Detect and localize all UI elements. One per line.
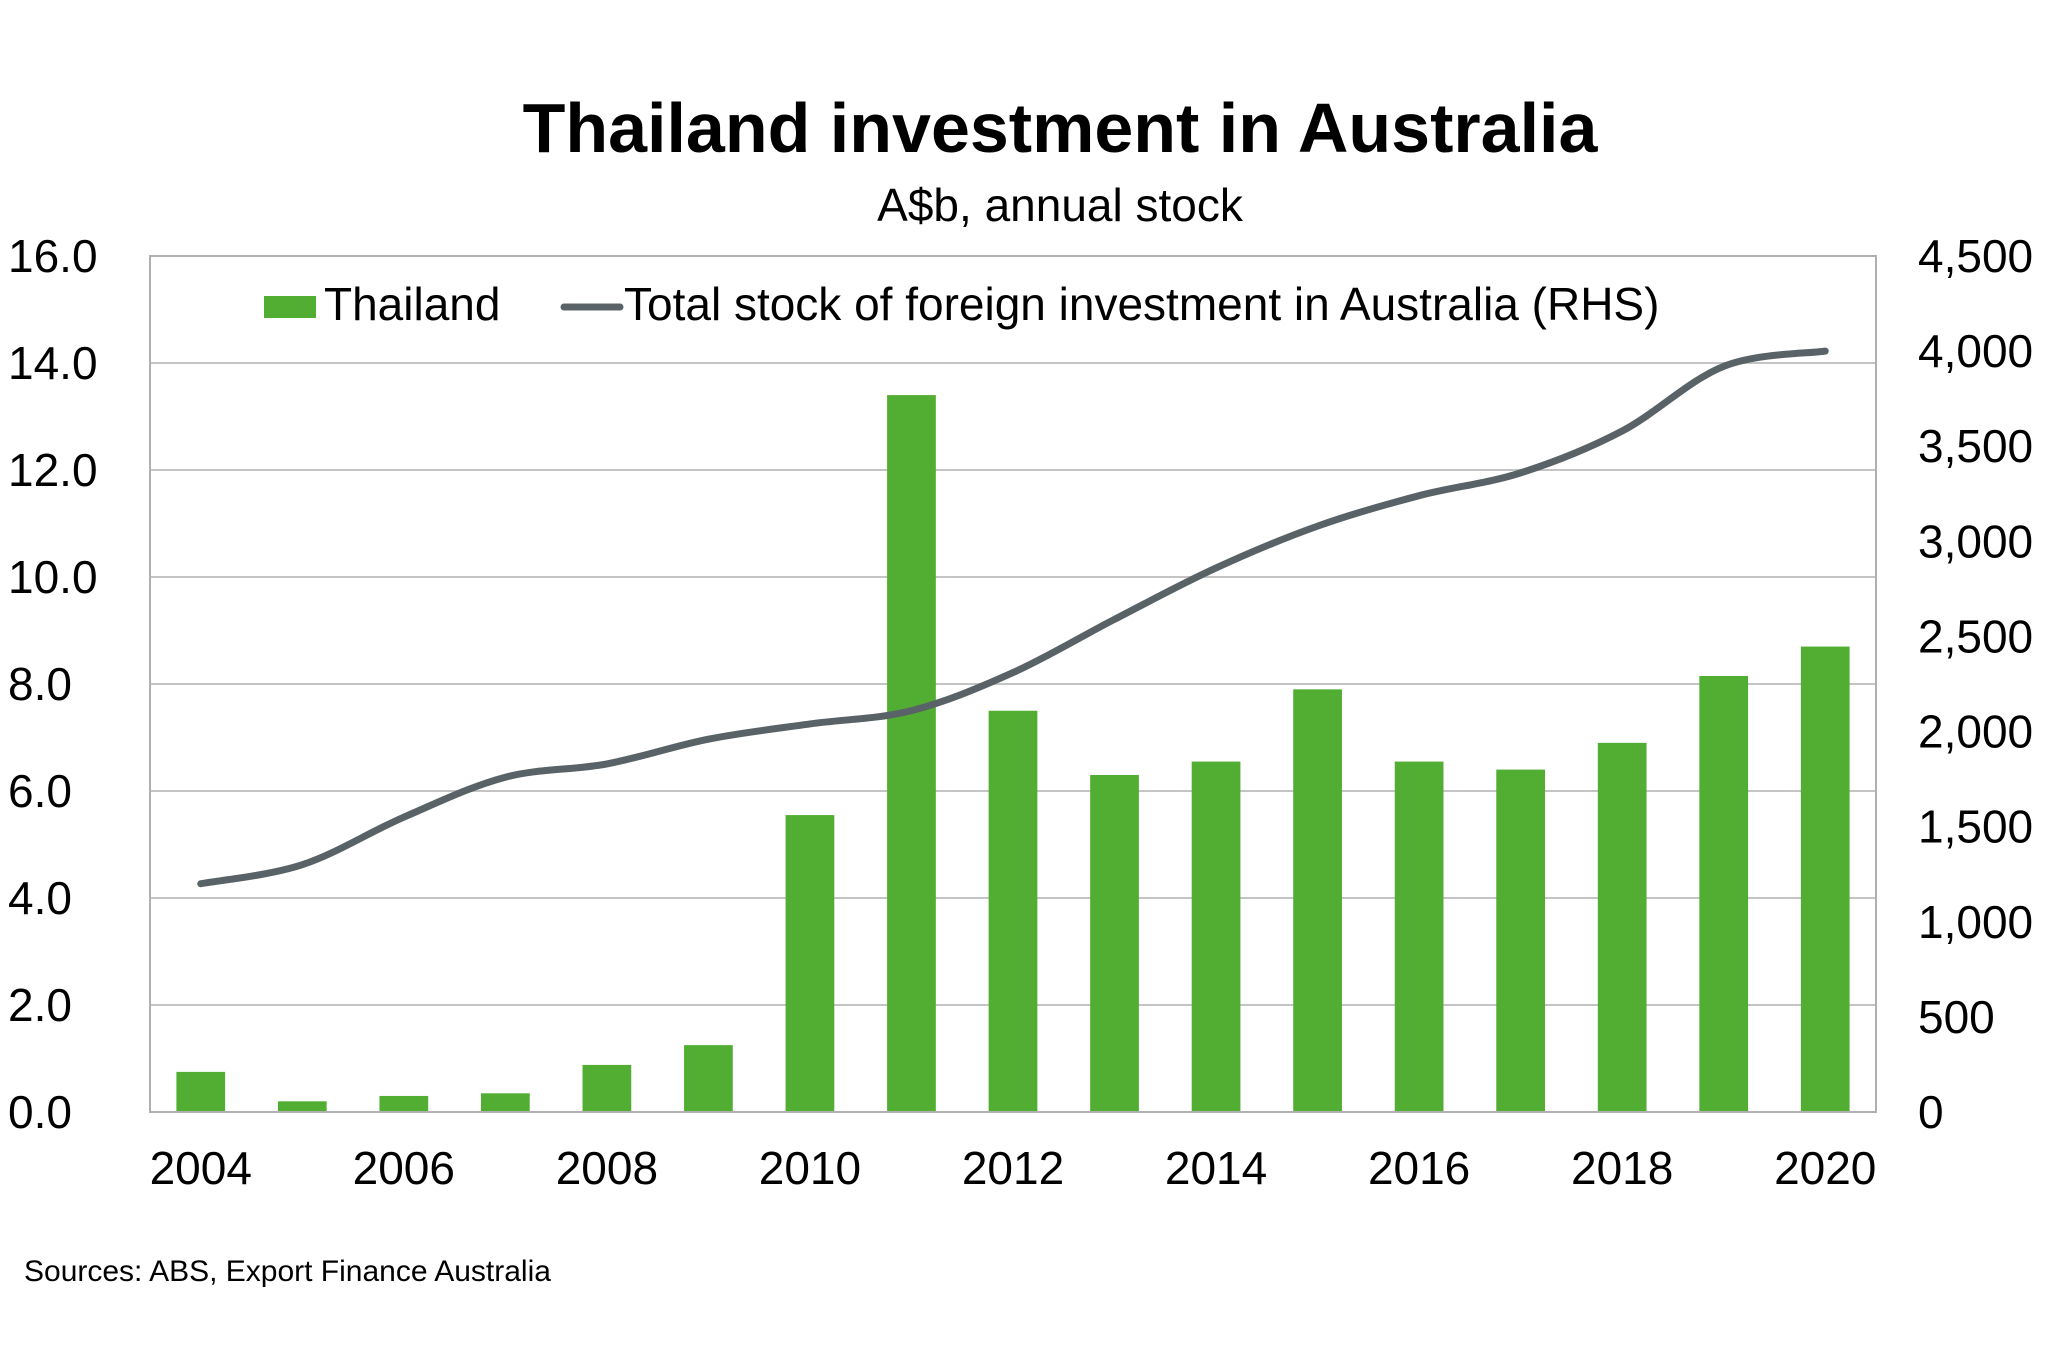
- legend-label-thailand: Thailand: [324, 278, 500, 330]
- bar-2015: [1293, 689, 1342, 1112]
- left-axis-tick-labels: 0.0 2.0 4.0 6.0 8.0 10.0 12.0 14.0 16.0: [8, 230, 98, 1138]
- left-axis-tick-label: 12.0: [8, 444, 98, 496]
- left-axis-tick-label: 0.0: [8, 1086, 72, 1138]
- bar-series: [176, 395, 1850, 1113]
- x-axis-tick-label: 2008: [556, 1142, 658, 1194]
- bar-2013: [1090, 774, 1139, 1112]
- bar-2009: [684, 1045, 733, 1112]
- line-series: [197, 347, 1829, 888]
- bar-2010: [785, 815, 835, 1112]
- legend-label-total-stock: Total stock of foreign investment in Aus…: [624, 278, 1659, 330]
- right-axis-tick-label: 1,500: [1918, 801, 2033, 853]
- legend: Thailand Total stock of foreign investme…: [264, 278, 1659, 330]
- x-axis-tick-label: 2016: [1368, 1142, 1470, 1194]
- right-axis-tick-label: 3,000: [1918, 515, 2033, 567]
- x-axis-tick-label: 2004: [150, 1142, 252, 1194]
- x-axis-tick-label: 2006: [353, 1142, 455, 1194]
- x-axis-tick-labels: 2004 2006 2008 2010 2012 2014 2016 2018 2020: [150, 1142, 1877, 1194]
- bar-2012: [988, 710, 1038, 1112]
- x-axis-tick-label: 2014: [1165, 1142, 1267, 1194]
- bar-2011: [887, 395, 936, 1113]
- right-axis-tick-label: 4,000: [1918, 325, 2033, 377]
- x-axis-tick-label: 2012: [962, 1142, 1064, 1194]
- bar-2018: [1597, 742, 1647, 1112]
- left-axis-tick-label: 2.0: [8, 979, 72, 1031]
- right-axis-tick-label: 500: [1918, 991, 1995, 1043]
- left-axis-tick-label: 16.0: [8, 230, 98, 282]
- left-axis-tick-label: 14.0: [8, 337, 98, 389]
- plot-border: [149, 255, 1877, 1113]
- legend-swatch-thailand: [264, 296, 316, 318]
- line-total-stock: [197, 347, 1829, 888]
- bar-2006: [379, 1095, 429, 1112]
- x-axis-tick-label: 2020: [1774, 1142, 1876, 1194]
- x-axis-tick-label: 2018: [1571, 1142, 1673, 1194]
- right-axis-tick-label: 2,500: [1918, 610, 2033, 662]
- right-axis-tick-label: 3,500: [1918, 420, 2033, 472]
- plot-frame: [149, 255, 1877, 1113]
- bar-2004: [176, 1071, 226, 1112]
- left-axis-tick-label: 10.0: [8, 551, 98, 603]
- left-axis-tick-label: 4.0: [8, 872, 72, 924]
- source-note: Sources: ABS, Export Finance Australia: [24, 1255, 551, 1288]
- x-axis-tick-label: 2010: [759, 1142, 861, 1194]
- right-axis-tick-label: 4,500: [1918, 230, 2033, 282]
- bar-2005: [277, 1101, 327, 1112]
- right-axis-tick-label: 2,000: [1918, 706, 2033, 758]
- bar-2016: [1394, 761, 1444, 1112]
- left-axis-tick-label: 8.0: [8, 658, 72, 710]
- right-axis-tick-label: 0: [1918, 1086, 1944, 1138]
- chart-subtitle: A$b, annual stock: [877, 179, 1243, 231]
- right-axis-tick-labels: 0 500 1,000 1,500 2,000 2,500 3,000 3,500 4,000 4…: [1918, 230, 2033, 1138]
- chart-title: Thailand investment in Australia: [522, 89, 1598, 167]
- bar-2020: [1800, 646, 1850, 1112]
- bar-2017: [1496, 769, 1546, 1112]
- bar-2019: [1699, 675, 1749, 1112]
- bar-2008: [582, 1064, 632, 1112]
- bar-2014: [1191, 761, 1241, 1112]
- bar-2007: [480, 1093, 530, 1112]
- right-axis-tick-label: 1,000: [1918, 896, 2033, 948]
- left-axis-tick-label: 6.0: [8, 765, 72, 817]
